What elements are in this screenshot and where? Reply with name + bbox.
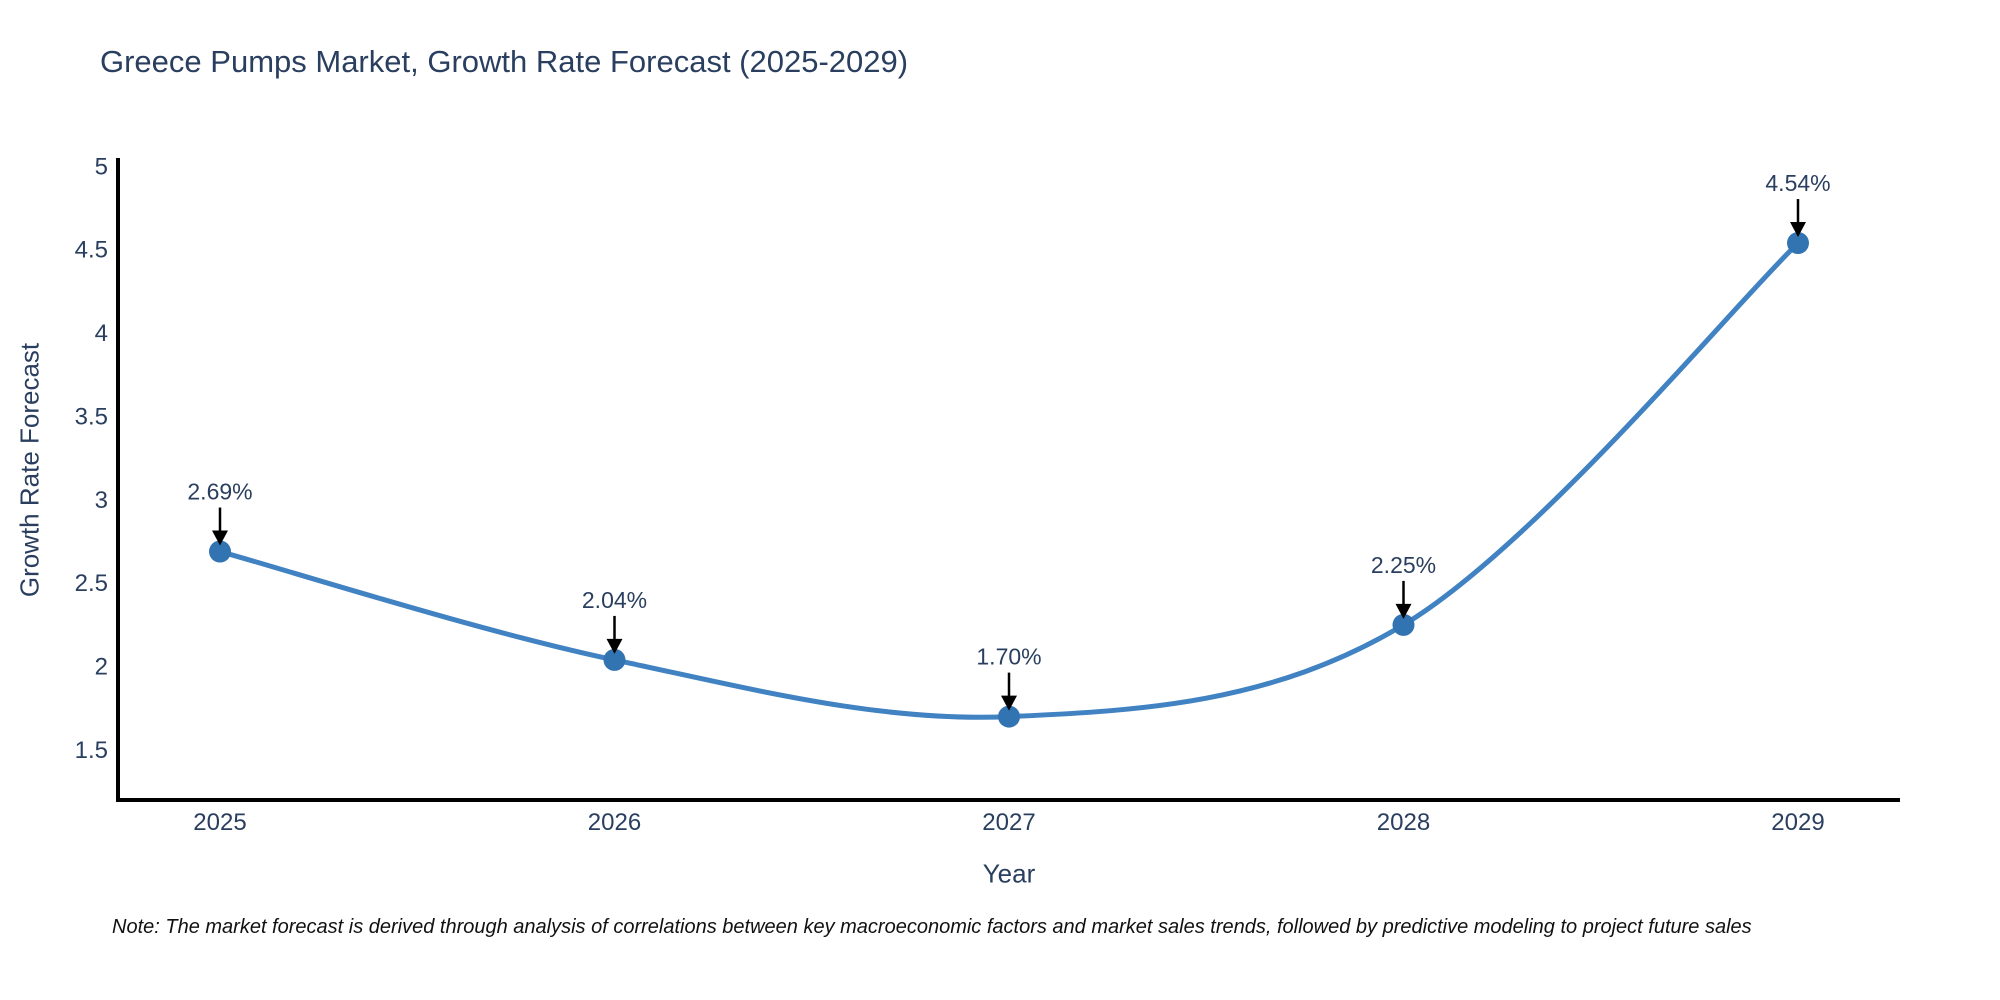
annotation-label: 2.69% (187, 479, 252, 505)
x-tick-label: 2027 (982, 809, 1035, 836)
y-tick-label: 1.5 (75, 737, 108, 764)
x-axis-title: Year (982, 858, 1036, 889)
annotation-arrowhead-icon (606, 638, 623, 654)
annotation-label: 4.54% (1765, 170, 1830, 196)
annotation-arrowhead-icon (1790, 222, 1806, 238)
data-point-2027[interactable] (998, 705, 1020, 728)
data-point-2026[interactable] (603, 648, 626, 671)
y-tick-label: 2.5 (75, 570, 108, 597)
annotation-arrowhead-icon (1395, 603, 1412, 619)
chart-title: Greece Pumps Market, Growth Rate Forecas… (100, 44, 909, 79)
data-point-2025[interactable] (209, 540, 231, 563)
x-tick-label: 2026 (588, 809, 641, 836)
data-point-2028[interactable] (1392, 613, 1415, 636)
annotation-arrowhead-icon (212, 530, 228, 546)
y-axis-title: Growth Rate Forecast (14, 342, 45, 598)
x-tick-label: 2028 (1377, 809, 1430, 836)
y-tick-label: 4 (95, 320, 108, 347)
footnote: Note: The market forecast is derived thr… (112, 916, 1752, 938)
annotation-label: 2.04% (582, 587, 647, 613)
data-point-2029[interactable] (1787, 232, 1809, 255)
y-tick-label: 3 (95, 487, 108, 514)
y-tick-label: 2 (95, 654, 108, 681)
y-tick-label: 3.5 (75, 403, 108, 430)
y-tick-label: 4.5 (75, 237, 108, 264)
x-tick-label: 2025 (193, 809, 246, 836)
annotation-label: 1.70% (976, 644, 1041, 670)
annotation-arrowhead-icon (1001, 695, 1017, 711)
annotation-label: 2.25% (1371, 552, 1436, 578)
x-tick-label: 2029 (1771, 809, 1824, 836)
y-tick-label: 5 (95, 153, 108, 180)
